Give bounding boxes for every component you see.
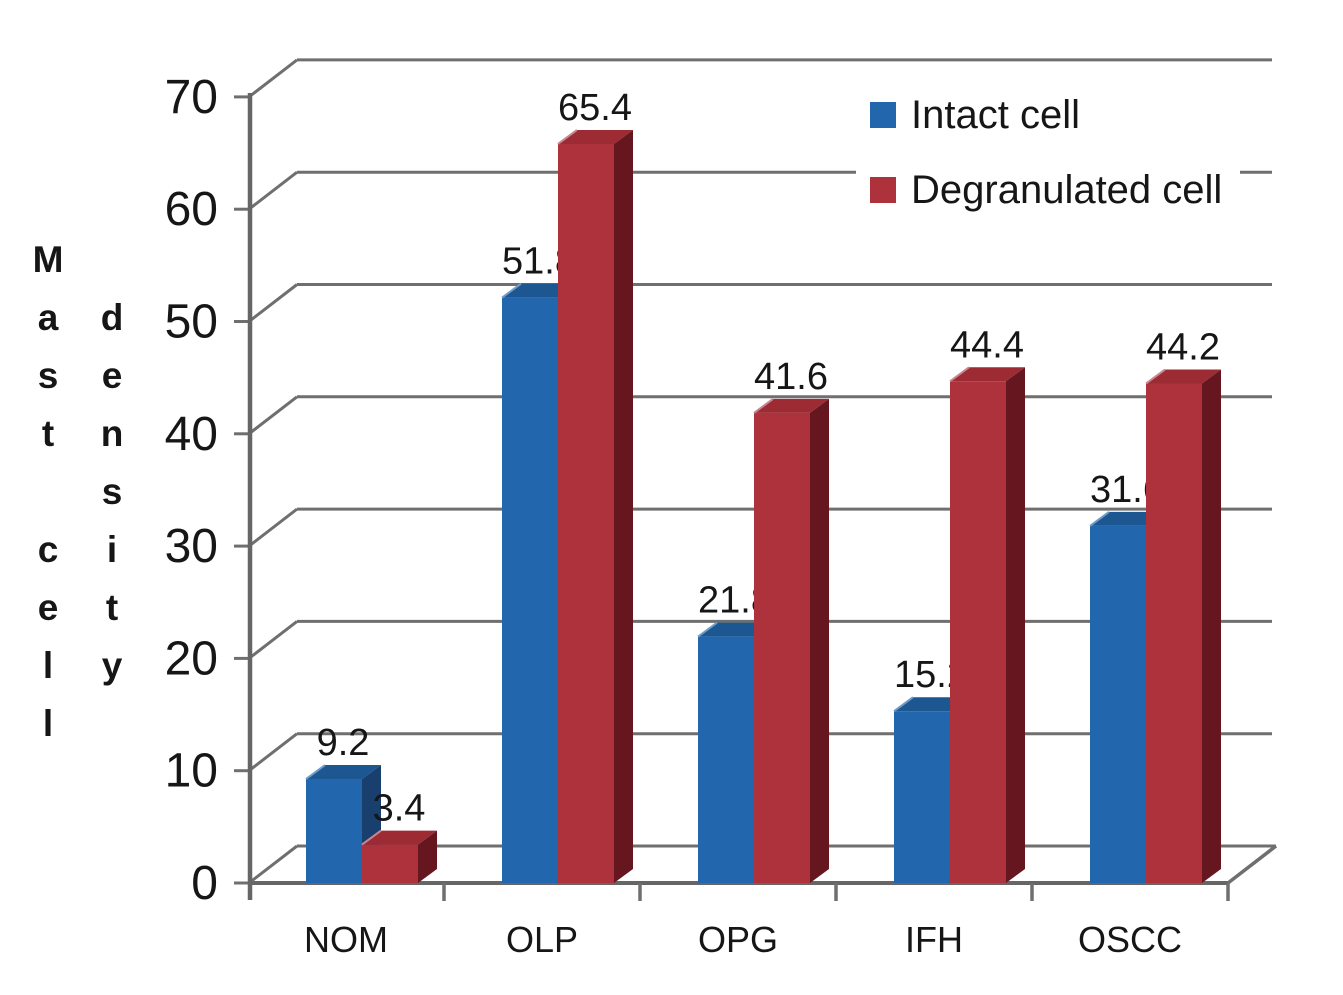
bar-top-bevel-edge xyxy=(753,398,774,414)
bar-front-face xyxy=(754,412,810,883)
bar-top-face xyxy=(950,367,1025,382)
value-label: 41.6 xyxy=(754,356,828,398)
legend-label-degranulated: Degranulated cell xyxy=(911,168,1223,212)
bar-top-bevel-edge xyxy=(893,696,914,713)
bar-degranulated-OLP xyxy=(557,129,633,884)
bar-top-face xyxy=(754,398,829,413)
y-tick-label: 40 xyxy=(165,408,218,461)
bar-top-face xyxy=(1146,369,1221,384)
bar-top-bevel-edge xyxy=(361,829,382,846)
category-label: OLP xyxy=(506,919,578,960)
floor-left-diagonal xyxy=(248,844,298,885)
bar-side-face xyxy=(418,830,437,883)
legend-label-intact: Intact cell xyxy=(911,93,1080,137)
bar-front-face xyxy=(502,297,558,883)
y-tick-label: 20 xyxy=(165,632,218,685)
category-label: OSCC xyxy=(1078,919,1182,960)
gridline-diagonal xyxy=(248,171,298,211)
gridline-diagonal xyxy=(248,732,298,772)
y-tick-label: 10 xyxy=(165,745,218,798)
bar-front-face xyxy=(558,143,614,884)
bar-degranulated-IFH xyxy=(949,366,1025,883)
floor-right-diagonal xyxy=(1226,844,1278,885)
bar-top-bevel-edge xyxy=(949,366,970,383)
bar-side-face xyxy=(810,398,829,883)
bar-front-face xyxy=(698,636,754,883)
bar-side-face xyxy=(1202,369,1221,883)
y-axis-title-mast-cell: M a s t c e l l xyxy=(32,239,64,744)
bar-degranulated-OPG xyxy=(753,398,829,883)
gridline-diagonal xyxy=(248,507,298,548)
bar-front-face xyxy=(950,381,1006,883)
gridline-diagonal xyxy=(248,620,298,660)
legend: Intact cell Degranulated cell xyxy=(856,88,1241,223)
value-label: 9.2 xyxy=(317,722,370,764)
bar-top-bevel-edge xyxy=(501,282,522,299)
y-tick-label: 70 xyxy=(165,71,218,124)
gridline-diagonal xyxy=(248,395,298,435)
value-label: 3.4 xyxy=(373,788,426,830)
bar-side-face xyxy=(1006,367,1025,883)
bar-front-face xyxy=(1090,525,1146,883)
bar-top-bevel-edge xyxy=(305,764,326,780)
bar-top-face xyxy=(362,830,437,845)
category-label: OPG xyxy=(698,919,778,960)
bar-top-bevel-edge xyxy=(1089,511,1110,527)
y-tick-label: 30 xyxy=(165,520,218,573)
y-tick-label: 60 xyxy=(165,183,218,236)
bar-front-face xyxy=(894,711,950,883)
value-label: 65.4 xyxy=(558,87,632,129)
y-tick-label: 50 xyxy=(165,296,218,349)
value-label: 44.4 xyxy=(950,324,1024,366)
bar-top-bevel-edge xyxy=(557,129,578,145)
bar-top-bevel-edge xyxy=(697,621,718,638)
bar-side-face xyxy=(614,129,633,884)
bar-top-face xyxy=(558,129,633,144)
gridline-diagonal xyxy=(248,283,298,323)
bar-front-face xyxy=(362,844,418,883)
bar-front-face xyxy=(1146,383,1202,883)
y-tick-label: 0 xyxy=(191,857,218,910)
bar-degranulated-NOM xyxy=(361,829,437,883)
bar-front-face xyxy=(306,779,362,883)
bar-top-bevel-edge xyxy=(1145,368,1166,385)
legend-swatch-degranulated-icon xyxy=(870,177,896,203)
category-label: IFH xyxy=(905,919,963,960)
gridline-diagonal xyxy=(248,58,298,99)
legend-item-degranulated-cell: Degranulated cell xyxy=(870,167,1222,213)
value-label: 44.2 xyxy=(1146,327,1220,369)
bar-degranulated-OSCC xyxy=(1145,368,1221,883)
legend-swatch-intact-icon xyxy=(870,102,896,128)
y-axis-title-density: d e n s i t y xyxy=(100,297,124,686)
legend-item-intact-cell: Intact cell xyxy=(870,92,1222,138)
bar-top-face xyxy=(306,765,381,780)
category-label: NOM xyxy=(304,919,388,960)
